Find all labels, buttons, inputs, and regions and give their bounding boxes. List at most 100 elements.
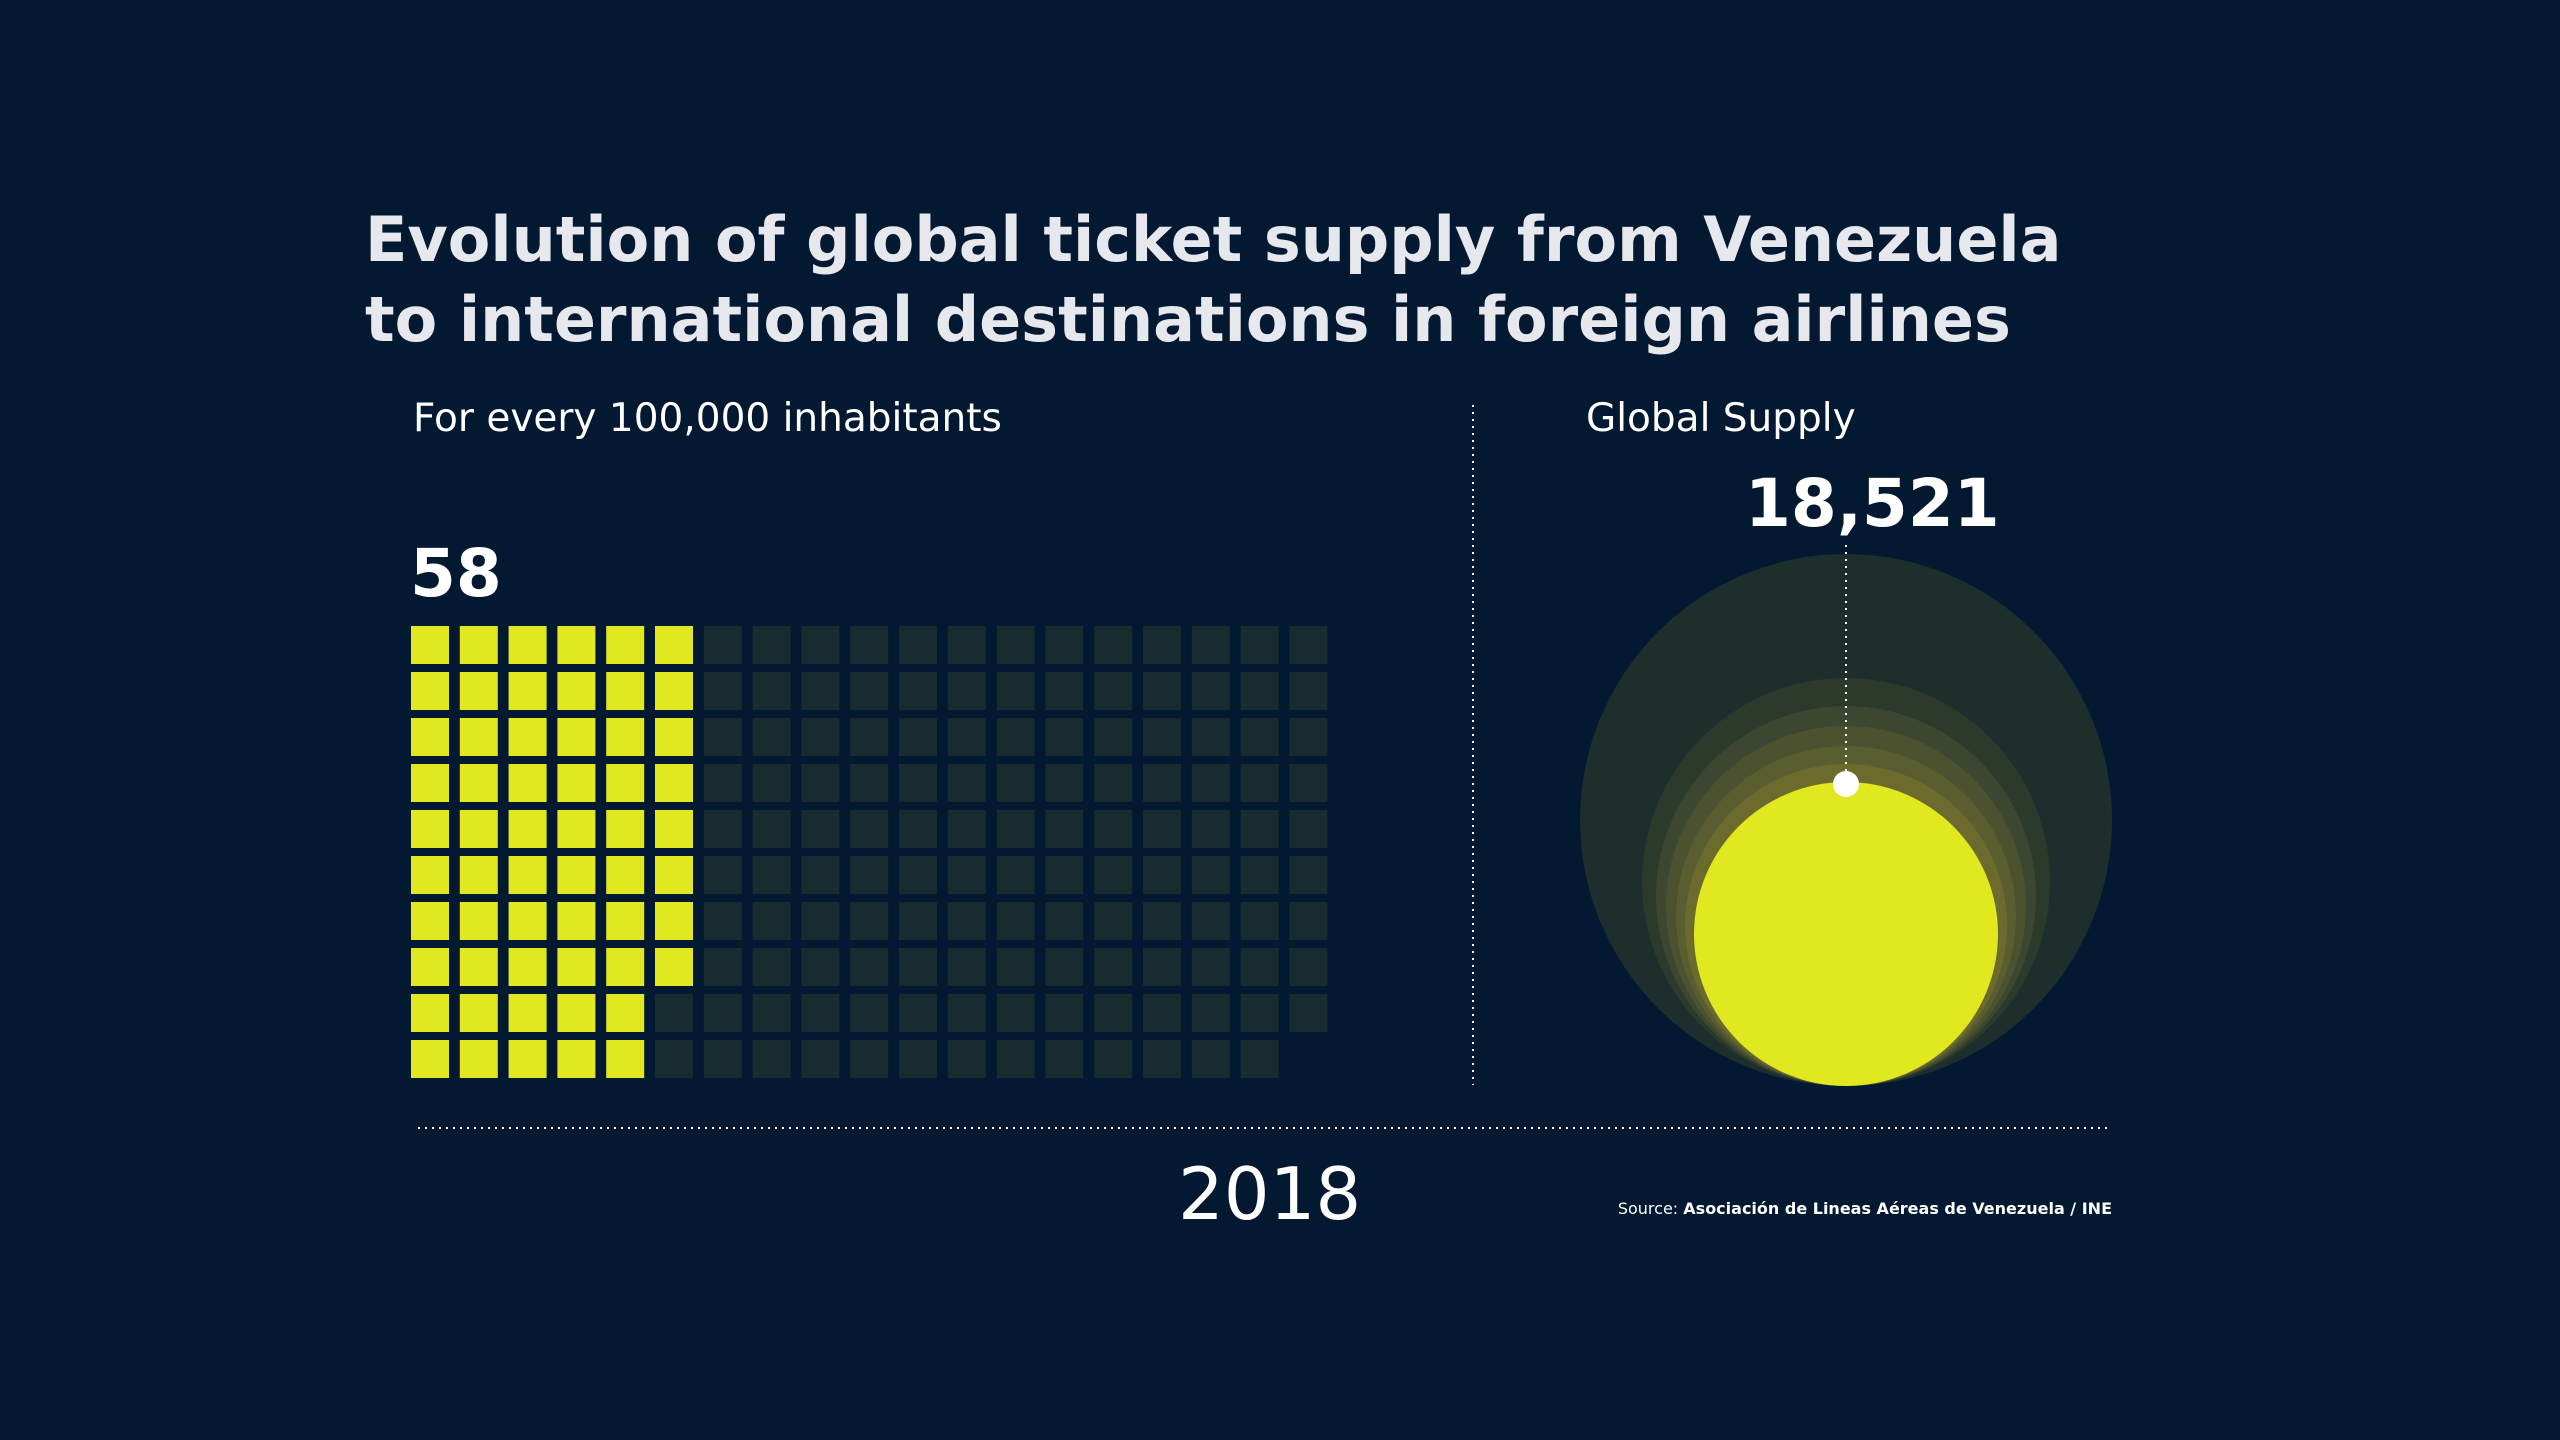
waffle-cell-empty [703, 902, 742, 940]
waffle-cell-empty [1240, 764, 1279, 802]
waffle-cell-empty [1240, 810, 1279, 848]
waffle-cell-empty [752, 810, 791, 848]
waffle-cell-filled [606, 718, 645, 756]
waffle-cell-filled [655, 672, 693, 710]
waffle-cell-empty [947, 1040, 986, 1078]
waffle-cell-empty [1191, 856, 1230, 894]
waffle-cell-empty [1094, 810, 1133, 848]
waffle-cell-empty [752, 672, 791, 710]
waffle-cell-filled [557, 672, 596, 710]
bubble-subtitle: Global Supply [1586, 396, 1856, 441]
waffle-cell-filled [557, 948, 596, 986]
waffle-cell-empty [1191, 1040, 1230, 1078]
waffle-cell-filled [411, 810, 449, 848]
waffle-cell-empty [801, 718, 840, 756]
waffle-cell-empty [996, 902, 1035, 940]
waffle-cell-empty [801, 902, 840, 940]
waffle-cell-empty [1191, 764, 1230, 802]
waffle-cell-empty [1240, 856, 1279, 894]
waffle-cell-filled [606, 1040, 645, 1078]
waffle-cell-empty [996, 994, 1035, 1032]
waffle-cell-empty [850, 810, 889, 848]
waffle-cell-empty [1240, 948, 1279, 986]
source-text: Asociación de Lineas Aéreas de Venezuela… [1683, 1199, 2112, 1218]
waffle-cell-filled [459, 810, 498, 848]
waffle-cell-empty [655, 1040, 693, 1078]
waffle-cell-empty [1289, 626, 1328, 664]
waffle-cell-filled [557, 902, 596, 940]
waffle-cell-empty [801, 764, 840, 802]
waffle-cell-empty [996, 948, 1035, 986]
waffle-cell-empty [703, 810, 742, 848]
waffle-cell-empty [1191, 994, 1230, 1032]
waffle-cell-empty [752, 764, 791, 802]
waffle-grid [411, 626, 1328, 1078]
waffle-cell-empty [703, 1040, 742, 1078]
waffle-cell-filled [606, 810, 645, 848]
waffle-cell-filled [508, 672, 547, 710]
waffle-cell-filled [655, 626, 693, 664]
waffle-cell-empty [655, 994, 693, 1032]
waffle-cell-empty [703, 994, 742, 1032]
waffle-cell-empty [850, 902, 889, 940]
waffle-cell-empty [1289, 902, 1328, 940]
waffle-cell-empty [703, 626, 742, 664]
waffle-cell-empty [996, 856, 1035, 894]
waffle-cell-empty [899, 1040, 937, 1078]
waffle-cell-empty [899, 672, 937, 710]
waffle-cell-empty [1045, 626, 1084, 664]
waffle-cell-empty [801, 672, 840, 710]
waffle-cell-filled [557, 718, 596, 756]
waffle-cell-empty [1240, 994, 1279, 1032]
waffle-cell-empty [1094, 994, 1133, 1032]
waffle-cell-empty [1143, 672, 1181, 710]
waffle-cell-filled [411, 718, 449, 756]
waffle-cell-empty [1094, 672, 1133, 710]
waffle-cell-empty [752, 718, 791, 756]
waffle-cell-filled [459, 626, 498, 664]
waffle-cell-filled [411, 764, 449, 802]
waffle-cell-empty [1045, 994, 1084, 1032]
waffle-cell-empty [850, 718, 889, 756]
waffle-cell-empty [899, 856, 937, 894]
waffle-cell-empty [1045, 764, 1084, 802]
waffle-cell-empty [850, 626, 889, 664]
waffle-cell-empty [1045, 948, 1084, 986]
bubble-value-label: 18,521 [1745, 465, 2000, 542]
waffle-cell-empty [996, 626, 1035, 664]
bubble-main [1694, 782, 1998, 1086]
chart-title: Evolution of global ticket supply from V… [365, 200, 2065, 360]
waffle-cell-empty [1289, 810, 1328, 848]
year-label: 2018 [1178, 1152, 1362, 1236]
waffle-cell-empty [1289, 994, 1328, 1032]
waffle-cell-empty [850, 1040, 889, 1078]
waffle-cell-empty [947, 994, 986, 1032]
waffle-cell-filled [655, 856, 693, 894]
waffle-cell-empty [899, 626, 937, 664]
waffle-cell-empty [703, 856, 742, 894]
waffle-cell-empty [1045, 1040, 1084, 1078]
waffle-cell-empty [1094, 856, 1133, 894]
waffle-cell-filled [655, 764, 693, 802]
waffle-cell-empty [752, 626, 791, 664]
waffle-cell-empty [703, 764, 742, 802]
waffle-cell-empty [1289, 856, 1328, 894]
waffle-cell-empty [899, 718, 937, 756]
waffle-cell-filled [411, 626, 449, 664]
waffle-cell-empty [1191, 948, 1230, 986]
waffle-cell-empty [1143, 994, 1181, 1032]
waffle-cell-filled [508, 626, 547, 664]
source-label: Source: [1617, 1199, 1679, 1218]
waffle-cell-empty [850, 948, 889, 986]
waffle-cell-empty [1094, 902, 1133, 940]
waffle-cell-empty [899, 902, 937, 940]
waffle-cell-empty [1191, 626, 1230, 664]
waffle-cell-empty [1240, 1040, 1279, 1078]
waffle-cell-filled [508, 994, 547, 1032]
waffle-cell-empty [1045, 718, 1084, 756]
waffle-cell-empty [1094, 948, 1133, 986]
waffle-cell-filled [459, 672, 498, 710]
waffle-cell-empty [752, 856, 791, 894]
waffle-cell-empty [947, 718, 986, 756]
